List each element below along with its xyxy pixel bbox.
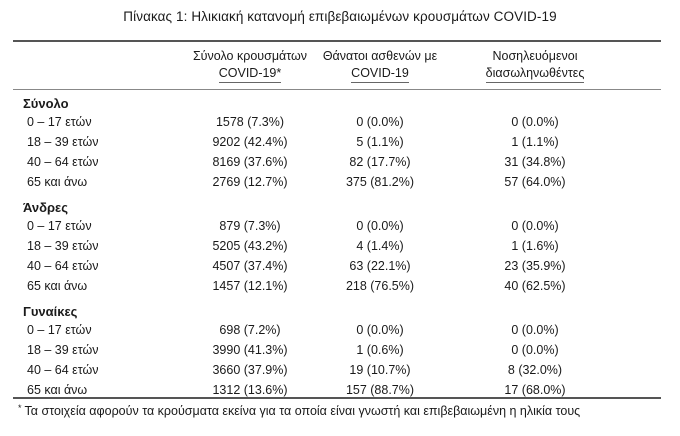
cases-cell: 1312 (13.6%)	[212, 383, 288, 397]
footnote-mark: *	[18, 403, 22, 413]
hosp-cell: 57 (64.0%)	[504, 175, 566, 189]
header-deaths: Θάνατοι ασθενών με COVID-19	[315, 48, 445, 83]
deaths-cell: 157 (88.7%)	[345, 383, 415, 397]
table-row: 65 και άνω 2769 (12.7%) 375 (81.2%) 57 (64.…	[0, 175, 680, 193]
deaths-cell: 4 (1.4%)	[356, 239, 404, 253]
hosp-cell: 17 (68.0%)	[504, 383, 566, 397]
deaths-cell: 82 (17.7%)	[349, 155, 411, 169]
header-hosp-line2: διασωληνωθέντες	[485, 65, 585, 83]
table-row: 0 – 17 ετών 879 (7.3%) 0 (0.0%) 0 (0.0%)	[0, 219, 680, 237]
table-row: 40 – 64 ετών 8169 (37.6%) 82 (17.7%) 31 (34…	[0, 155, 680, 173]
header-deaths-line2: COVID-19	[351, 65, 409, 83]
group-heading: Γυναίκες	[23, 304, 78, 319]
table-row: 18 – 39 ετών 3990 (41.3%) 1 (0.6%) 0 (0.0%)	[0, 343, 680, 361]
bottom-rule	[13, 397, 661, 399]
cases-cell: 3990 (41.3%)	[212, 343, 288, 357]
deaths-cell: 0 (0.0%)	[356, 219, 404, 233]
cases-cell: 5205 (43.2%)	[212, 239, 288, 253]
header-rule	[13, 89, 661, 90]
deaths-cell: 5 (1.1%)	[356, 135, 404, 149]
deaths-cell: 1 (0.6%)	[356, 343, 404, 357]
age-cell: 65 και άνω	[27, 383, 88, 397]
cases-cell: 698 (7.2%)	[219, 323, 281, 337]
deaths-cell: 218 (76.5%)	[345, 279, 415, 293]
deaths-cell: 375 (81.2%)	[345, 175, 415, 189]
group-heading: Άνδρες	[23, 200, 68, 215]
age-cell: 0 – 17 ετών	[27, 219, 92, 233]
deaths-cell: 19 (10.7%)	[349, 363, 411, 377]
table-row: 0 – 17 ετών 698 (7.2%) 0 (0.0%) 0 (0.0%)	[0, 323, 680, 341]
hosp-cell: 31 (34.8%)	[504, 155, 566, 169]
hosp-cell: 1 (1.6%)	[511, 239, 559, 253]
cases-cell: 2769 (12.7%)	[212, 175, 288, 189]
hosp-cell: 0 (0.0%)	[511, 115, 559, 129]
age-cell: 18 – 39 ετών	[27, 343, 99, 357]
header-cases: Σύνολο κρουσμάτων COVID-19*	[180, 48, 320, 83]
header-hosp: Νοσηλευόμενοι διασωληνωθέντες	[470, 48, 600, 83]
hosp-cell: 0 (0.0%)	[511, 219, 559, 233]
age-cell: 40 – 64 ετών	[27, 259, 99, 273]
table-row: 18 – 39 ετών 9202 (42.4%) 5 (1.1%) 1 (1.1%)	[0, 135, 680, 153]
table-row: 65 και άνω 1312 (13.6%) 157 (88.7%) 17 (68.…	[0, 383, 680, 401]
table-row: 40 – 64 ετών 3660 (37.9%) 19 (10.7%) 8 (32.…	[0, 363, 680, 381]
header-cases-line2: COVID-19*	[218, 65, 282, 83]
cases-cell: 1578 (7.3%)	[215, 115, 285, 129]
table-title: Πίνακας 1: Ηλικιακή κατανομή επιβεβαιωμέ…	[123, 9, 557, 24]
hosp-cell: 40 (62.5%)	[504, 279, 566, 293]
hosp-cell: 0 (0.0%)	[511, 343, 559, 357]
age-cell: 0 – 17 ετών	[27, 115, 92, 129]
deaths-cell: 63 (22.1%)	[349, 259, 411, 273]
age-cell: 0 – 17 ετών	[27, 323, 92, 337]
age-cell: 65 και άνω	[27, 279, 88, 293]
age-cell: 18 – 39 ετών	[27, 239, 99, 253]
age-cell: 65 και άνω	[27, 175, 88, 189]
deaths-cell: 0 (0.0%)	[356, 323, 404, 337]
header-deaths-line1: Θάνατοι ασθενών με	[322, 49, 438, 63]
top-rule	[13, 40, 661, 42]
cases-cell: 1457 (12.1%)	[212, 279, 288, 293]
cases-cell: 4507 (37.4%)	[212, 259, 288, 273]
hosp-cell: 8 (32.0%)	[507, 363, 563, 377]
table-row: 40 – 64 ετών 4507 (37.4%) 63 (22.1%) 23 (35…	[0, 259, 680, 277]
cases-cell: 9202 (42.4%)	[212, 135, 288, 149]
age-cell: 40 – 64 ετών	[27, 363, 99, 377]
hosp-cell: 0 (0.0%)	[511, 323, 559, 337]
age-cell: 40 – 64 ετών	[27, 155, 99, 169]
table-row: 18 – 39 ετών 5205 (43.2%) 4 (1.4%) 1 (1.6%)	[0, 239, 680, 257]
header-cases-line1: Σύνολο κρουσμάτων	[192, 49, 308, 63]
hosp-cell: 1 (1.1%)	[511, 135, 559, 149]
cases-cell: 8169 (37.6%)	[212, 155, 288, 169]
cases-cell: 879 (7.3%)	[219, 219, 281, 233]
table-row: 0 – 17 ετών 1578 (7.3%) 0 (0.0%) 0 (0.0%)	[0, 115, 680, 133]
footnote: * Τα στοιχεία αφορούν τα κρούσματα εκείνα…	[18, 403, 580, 418]
age-cell: 18 – 39 ετών	[27, 135, 99, 149]
cases-cell: 3660 (37.9%)	[212, 363, 288, 377]
group-heading: Σύνολο	[23, 96, 69, 111]
header-hosp-line1: Νοσηλευόμενοι	[492, 49, 578, 63]
table-row: 65 και άνω 1457 (12.1%) 218 (76.5%) 40 (62.…	[0, 279, 680, 297]
hosp-cell: 23 (35.9%)	[504, 259, 566, 273]
footnote-text: Τα στοιχεία αφορούν τα κρούσματα εκείνα …	[24, 404, 581, 418]
deaths-cell: 0 (0.0%)	[356, 115, 404, 129]
